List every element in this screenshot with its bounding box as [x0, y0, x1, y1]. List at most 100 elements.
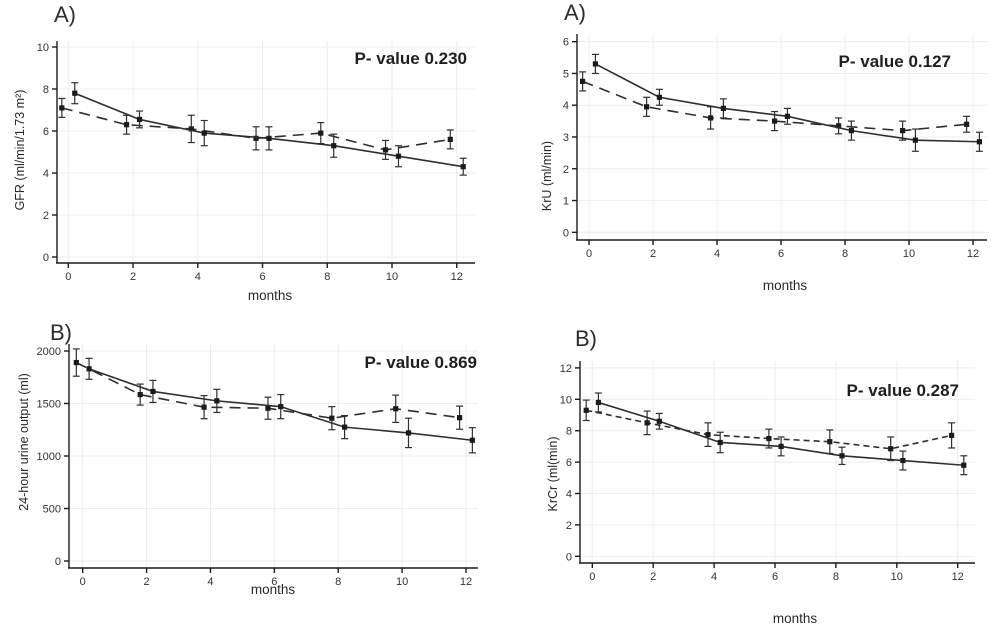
y-axis-title: KrU (ml/min) — [540, 140, 554, 212]
p-value-annotation: P- value 0.869 — [364, 353, 477, 372]
urine-output-line-chart: 0 500 1000 1500 2000 0 2 4 6 8 10 12 — [37, 344, 478, 588]
svg-text:2: 2 — [563, 164, 569, 176]
p-value-annotation: P- value 0.287 — [846, 381, 959, 400]
svg-text:0: 0 — [563, 227, 569, 239]
svg-text:8: 8 — [335, 576, 341, 588]
y-axis-title: KrCr (ml(min) — [546, 436, 560, 512]
panel-letter: A) — [564, 0, 586, 25]
tick-labels: 0 2 4 6 8 10 0 2 4 6 8 10 12 — [37, 42, 463, 283]
gridlines — [69, 344, 478, 568]
svg-text:12: 12 — [967, 248, 979, 260]
panel-krcr-chart: 0 2 4 6 8 10 12 0 2 4 6 8 10 12 B) P- value 0.287 KrC… — [500, 318, 1001, 636]
svg-text:4: 4 — [714, 248, 720, 260]
x-axis-title: months — [247, 288, 293, 303]
svg-text:1: 1 — [563, 196, 569, 208]
svg-text:0: 0 — [586, 248, 592, 260]
markers — [583, 407, 955, 452]
tick-labels: 0 2 4 6 8 10 12 0 2 4 6 8 10 12 — [560, 363, 964, 583]
svg-text:0: 0 — [566, 551, 572, 563]
svg-text:0: 0 — [55, 556, 61, 568]
svg-text:2: 2 — [43, 210, 49, 222]
svg-text:1000: 1000 — [37, 451, 61, 463]
p-value-annotation: P- value 0.230 — [354, 49, 467, 68]
series-dashed — [579, 71, 971, 141]
markers — [592, 61, 982, 145]
svg-text:10: 10 — [560, 394, 572, 406]
error-bars — [58, 97, 454, 160]
svg-text:0: 0 — [589, 571, 595, 583]
panel-letter: B) — [50, 320, 72, 345]
krcr-line-chart: 0 2 4 6 8 10 12 0 2 4 6 8 10 12 — [560, 361, 975, 583]
svg-text:6: 6 — [566, 457, 572, 469]
svg-text:12: 12 — [560, 363, 572, 375]
error-bars — [579, 71, 971, 141]
svg-text:5: 5 — [563, 68, 569, 80]
svg-text:8: 8 — [43, 84, 49, 96]
svg-text:3: 3 — [563, 132, 569, 144]
svg-text:6: 6 — [43, 126, 49, 138]
svg-text:12: 12 — [952, 571, 964, 583]
series-dashed — [582, 399, 956, 462]
panel-gfr-chart: 0 2 4 6 8 10 0 2 4 6 8 10 12 A) P- value 0.230 GFR (… — [0, 0, 500, 318]
x-axis-title: months — [762, 278, 808, 293]
series-solid — [85, 357, 476, 454]
panel-urine-output-chart: 0 500 1000 1500 2000 0 2 4 6 8 10 12 B) P- value 0.… — [0, 318, 500, 636]
svg-text:4: 4 — [563, 100, 569, 112]
markers — [59, 105, 453, 153]
y-axis-title: 24-hour urine output (ml) — [17, 373, 31, 511]
svg-text:6: 6 — [772, 571, 778, 583]
error-bars — [71, 82, 467, 176]
svg-text:0: 0 — [80, 576, 86, 588]
svg-text:4: 4 — [43, 168, 49, 180]
svg-text:4: 4 — [566, 489, 572, 501]
svg-text:6: 6 — [778, 248, 784, 260]
svg-text:2: 2 — [566, 520, 572, 532]
markers — [73, 359, 463, 421]
panel-letter: A) — [54, 2, 76, 27]
error-bars — [85, 357, 476, 454]
axes — [64, 344, 478, 573]
svg-text:2000: 2000 — [37, 346, 61, 358]
series-solid — [594, 392, 968, 476]
svg-text:0: 0 — [65, 271, 71, 283]
svg-text:10: 10 — [891, 571, 903, 583]
svg-text:6: 6 — [563, 37, 569, 49]
x-axis-title: months — [250, 582, 296, 597]
svg-text:2: 2 — [130, 271, 136, 283]
series-solid — [591, 53, 983, 152]
svg-text:1500: 1500 — [37, 399, 61, 411]
axes — [52, 41, 475, 268]
markers — [595, 399, 967, 468]
p-value-annotation: P- value 0.127 — [838, 52, 951, 71]
svg-text:8: 8 — [842, 248, 848, 260]
gridlines — [57, 41, 475, 263]
svg-text:4: 4 — [711, 571, 717, 583]
svg-text:10: 10 — [386, 271, 398, 283]
svg-text:0: 0 — [43, 252, 49, 264]
svg-text:10: 10 — [903, 248, 915, 260]
svg-text:8: 8 — [324, 271, 330, 283]
svg-text:4: 4 — [207, 576, 213, 588]
markers — [72, 90, 466, 170]
svg-text:6: 6 — [259, 271, 265, 283]
gfr-line-chart: 0 2 4 6 8 10 0 2 4 6 8 10 12 — [37, 41, 475, 283]
svg-text:2: 2 — [650, 248, 656, 260]
gridlines — [577, 34, 987, 240]
svg-text:8: 8 — [833, 571, 839, 583]
svg-text:500: 500 — [43, 504, 61, 516]
svg-text:10: 10 — [396, 576, 408, 588]
gridlines — [580, 361, 975, 563]
series-dashed — [58, 97, 454, 160]
svg-text:4: 4 — [195, 271, 201, 283]
svg-text:2: 2 — [144, 576, 150, 588]
svg-text:12: 12 — [451, 271, 463, 283]
axes — [575, 361, 975, 568]
markers — [86, 366, 475, 443]
axes — [572, 34, 987, 245]
panel-letter: B) — [575, 326, 597, 351]
tick-labels: 0 500 1000 1500 2000 0 2 4 6 8 10 12 — [37, 346, 473, 588]
svg-text:10: 10 — [37, 42, 49, 54]
svg-text:8: 8 — [566, 426, 572, 438]
